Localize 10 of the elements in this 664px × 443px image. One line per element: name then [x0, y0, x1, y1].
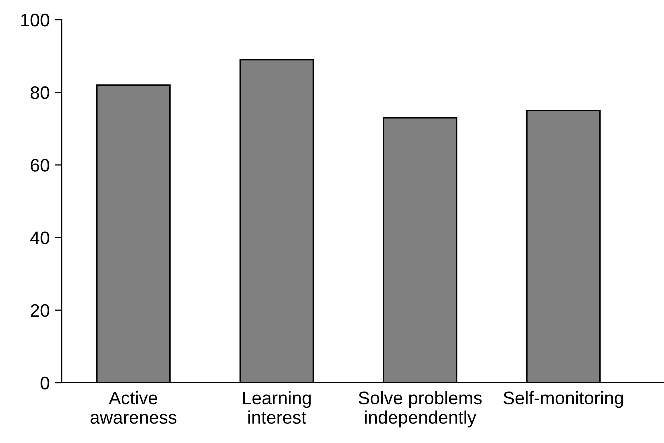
- x-tick-label: Self-monitoring: [504, 391, 624, 408]
- y-tick-label: 60: [31, 159, 50, 172]
- x-tick-label: Solve problems independently: [358, 391, 482, 428]
- y-tick-label: 40: [30, 232, 50, 245]
- y-tick-label: 0: [40, 376, 50, 390]
- y-tick-label: 80: [30, 86, 50, 100]
- y-tick-label: 100: [21, 14, 50, 27]
- y-tick-label: 20: [31, 304, 50, 318]
- x-tick-label: Active awareness: [90, 391, 177, 424]
- x-tick-label: Learning interest: [243, 391, 311, 424]
